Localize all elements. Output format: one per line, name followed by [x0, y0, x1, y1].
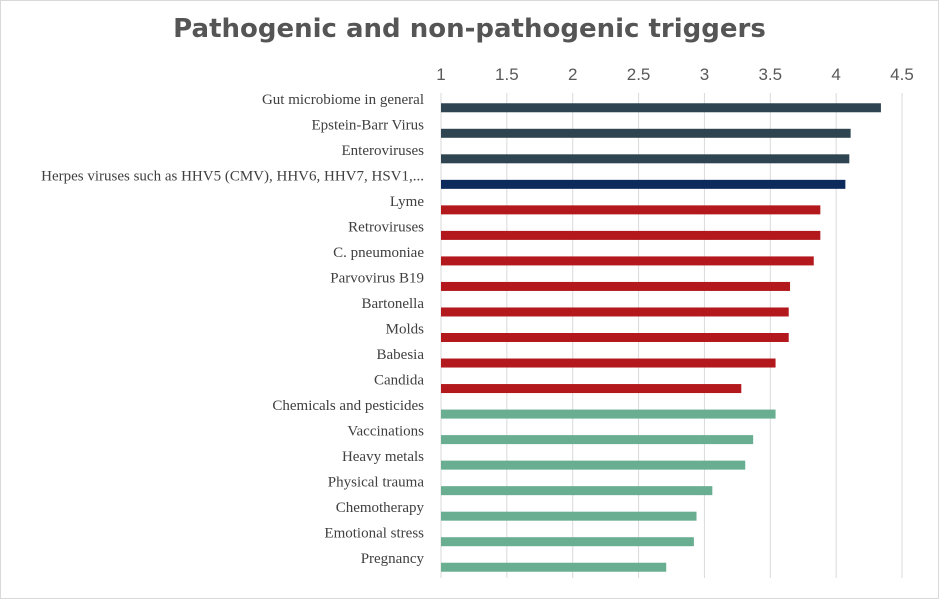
x-tick-label: 4	[831, 65, 840, 84]
category-label: Heavy metals	[342, 449, 424, 465]
category-label: Gut microbiome in general	[262, 92, 424, 108]
category-label: Chemotherapy	[336, 500, 425, 516]
x-tick-label: 4.5	[890, 65, 914, 84]
bar	[441, 358, 776, 368]
bar	[441, 256, 814, 266]
bar	[441, 537, 694, 547]
bar	[441, 562, 667, 572]
bar	[441, 460, 746, 470]
category-label: Lyme	[390, 194, 425, 210]
x-tick-label: 2.5	[627, 65, 651, 84]
category-label: Vaccinations	[347, 424, 424, 440]
category-label: Enteroviruses	[342, 143, 425, 159]
bar	[441, 384, 742, 394]
x-tick-label: 2	[568, 65, 577, 84]
category-label: Candida	[374, 373, 424, 389]
bar	[441, 230, 821, 240]
category-label: Retroviruses	[348, 219, 424, 235]
category-label: Bartonella	[362, 296, 425, 312]
category-label: Pregnancy	[361, 551, 425, 567]
bar	[441, 205, 821, 215]
category-label: Epstein-Barr Virus	[311, 117, 424, 133]
bar	[441, 281, 791, 291]
category-label: Emotional stress	[324, 526, 424, 542]
x-tick-label: 1.5	[495, 65, 519, 84]
bar	[441, 154, 850, 164]
category-label: Physical trauma	[328, 475, 425, 491]
category-label: Chemicals and pesticides	[272, 398, 424, 414]
category-label: Molds	[386, 322, 425, 338]
x-tick-label: 3	[700, 65, 709, 84]
chart-title: Pathogenic and non-pathogenic triggers	[173, 14, 766, 44]
bar	[441, 435, 754, 445]
bar	[441, 128, 851, 138]
bar	[441, 486, 713, 496]
bar	[441, 307, 789, 317]
x-tick-label: 3.5	[758, 65, 782, 84]
category-label: Babesia	[377, 347, 425, 363]
bar	[441, 179, 846, 189]
bar	[441, 409, 776, 419]
category-label: C. pneumoniae	[333, 245, 424, 261]
bar	[441, 103, 881, 113]
x-tick-label: 1	[436, 65, 445, 84]
bar	[441, 511, 697, 521]
bar	[441, 333, 789, 342]
category-label: Parvovirus B19	[330, 270, 424, 286]
category-label: Herpes viruses such as HHV5 (CMV), HHV6,…	[41, 168, 424, 184]
